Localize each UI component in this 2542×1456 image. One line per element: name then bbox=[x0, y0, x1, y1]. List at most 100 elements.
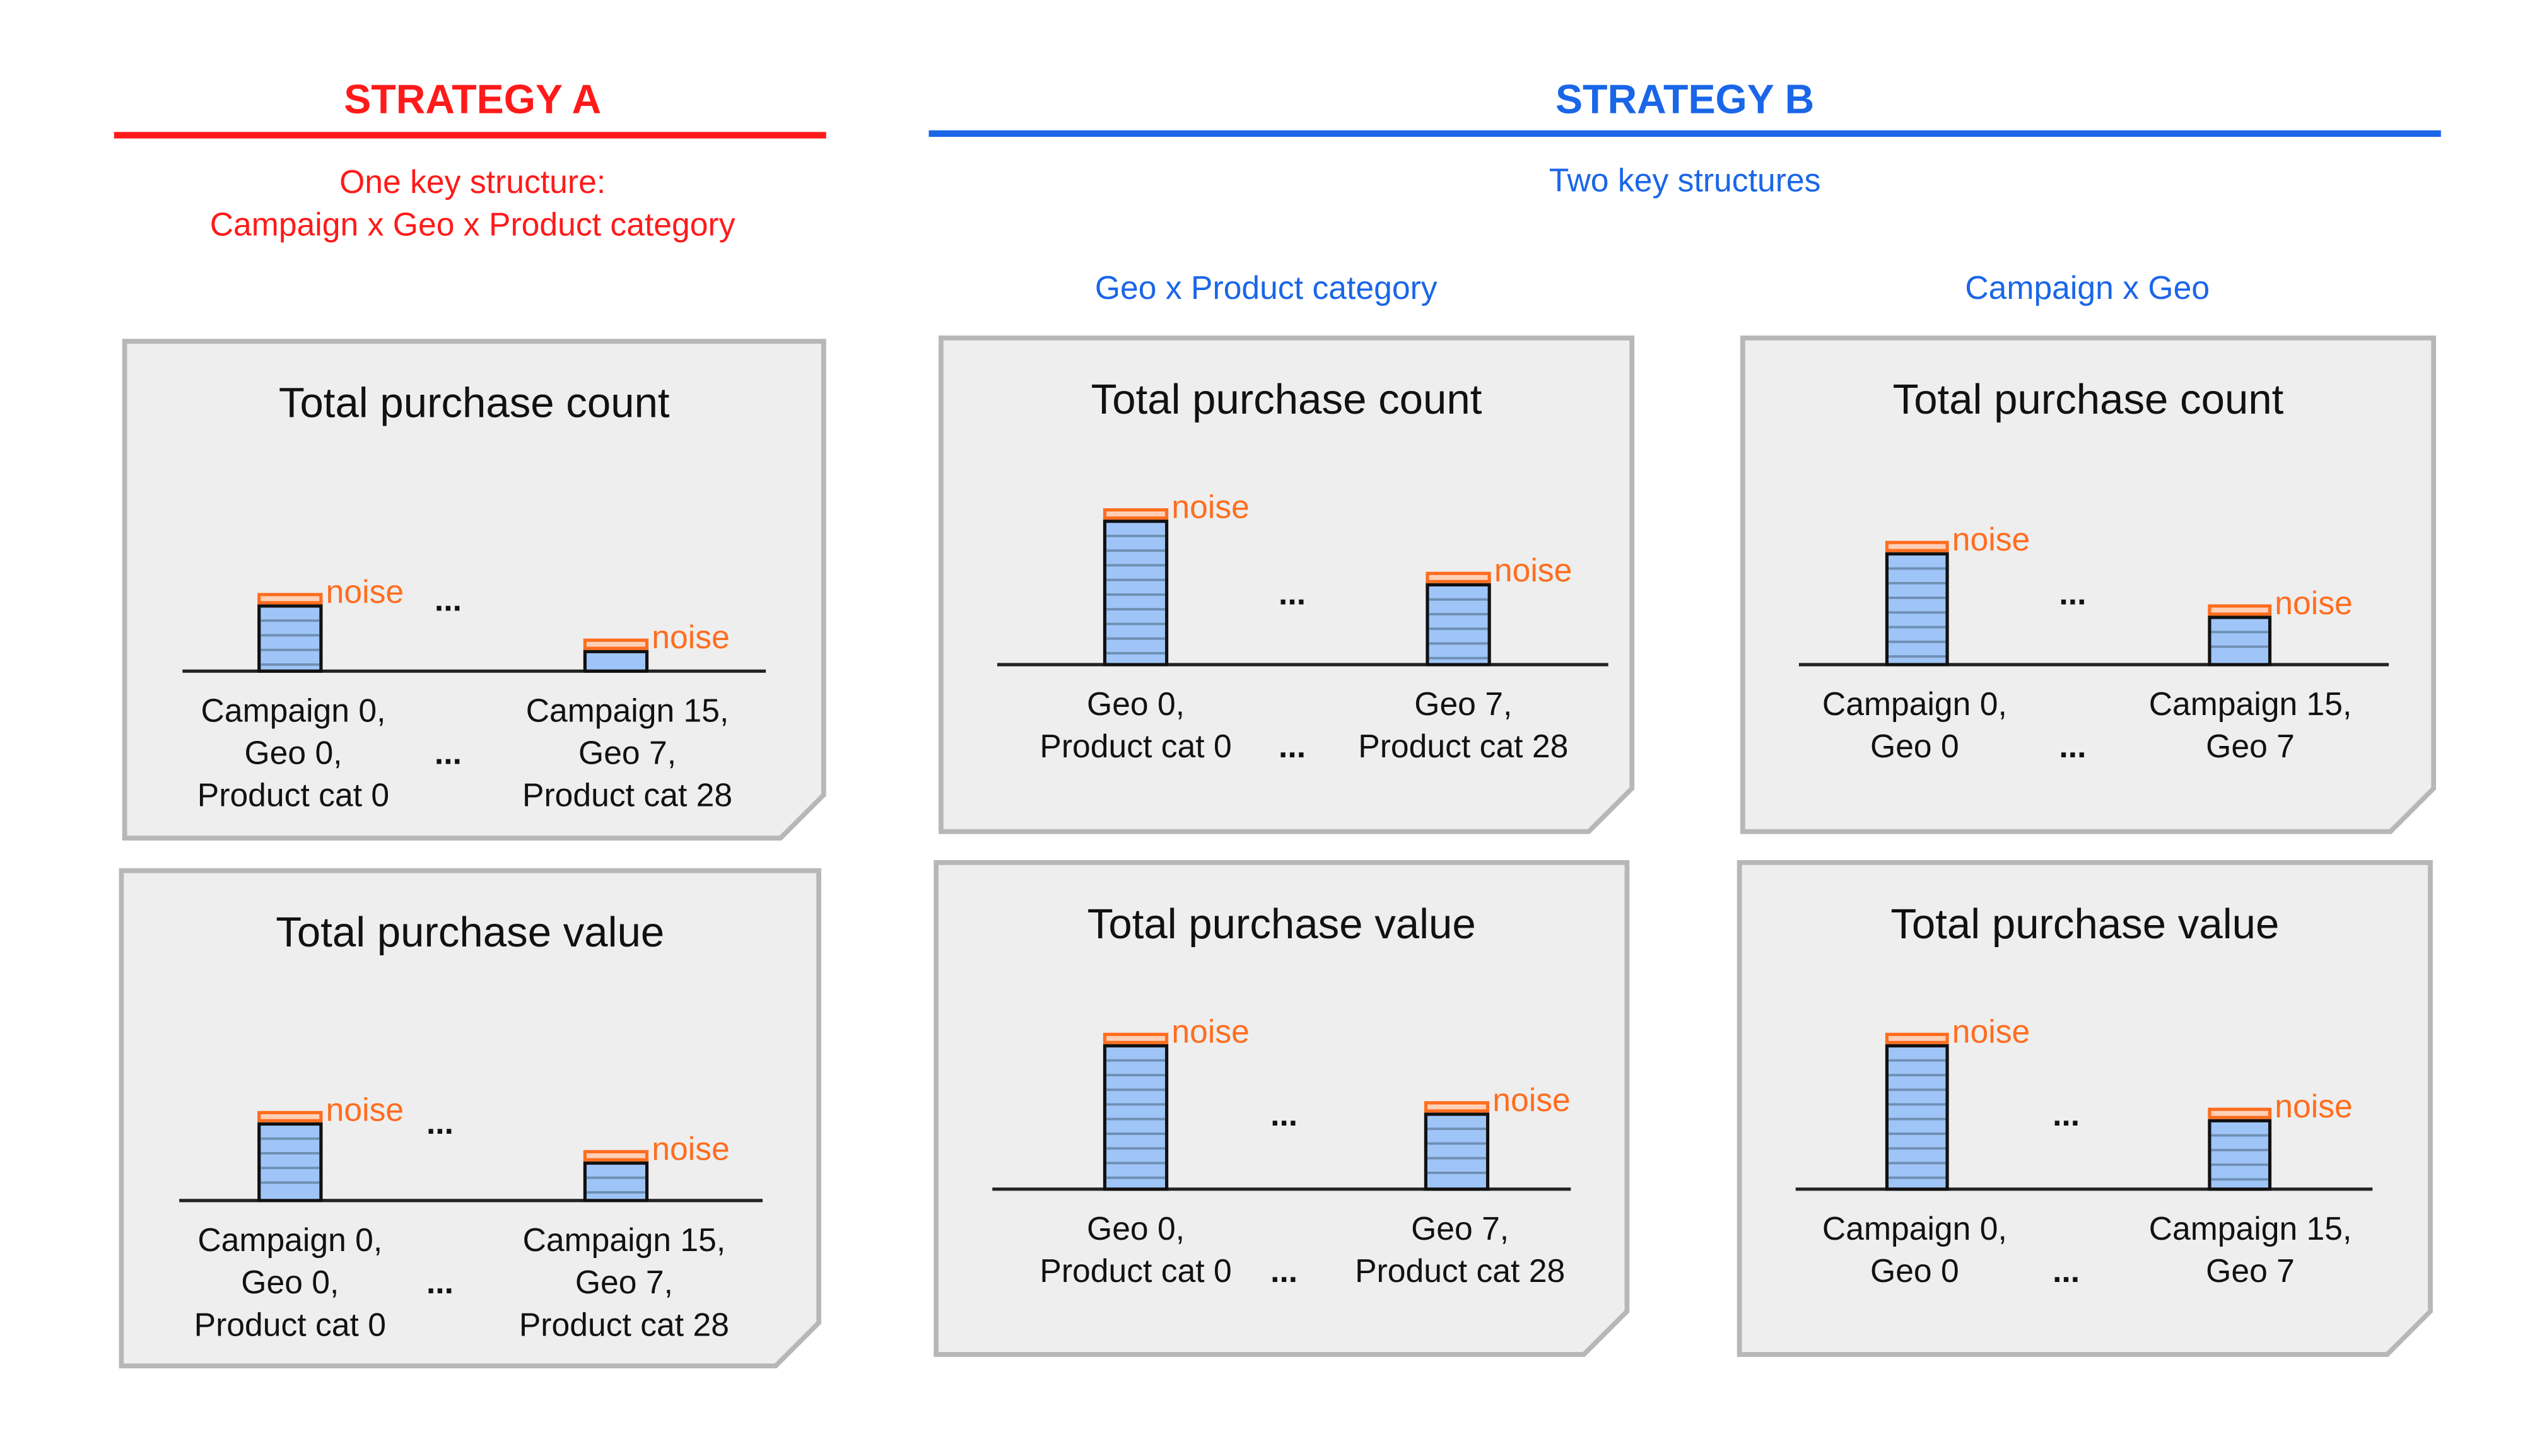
category-label: Product cat 28 bbox=[1355, 1252, 1565, 1289]
chart-card: Total purchase count noise Geo 0, Product c… bbox=[938, 335, 1639, 837]
noise-bar bbox=[1424, 1101, 1490, 1113]
noise-label: noise bbox=[1171, 1013, 1250, 1049]
noise-bar bbox=[257, 593, 323, 605]
bar bbox=[1424, 1112, 1490, 1191]
card-title: Total purchase count bbox=[1893, 376, 2284, 423]
bar bbox=[1885, 552, 1949, 667]
strategy-a-title: STRATEGY A bbox=[344, 77, 602, 124]
category-label: Product cat 0 bbox=[1040, 728, 1231, 764]
category-label: Campaign 15, bbox=[523, 1221, 726, 1258]
bar bbox=[2208, 1119, 2272, 1191]
category-label: Product cat 28 bbox=[1358, 728, 1568, 764]
card-title: Total purchase count bbox=[279, 379, 670, 426]
category-label: Geo 0, bbox=[241, 1264, 339, 1300]
card-title: Total purchase count bbox=[1091, 376, 1482, 423]
bar bbox=[1885, 1044, 1949, 1191]
card-background bbox=[1740, 335, 2437, 834]
category-label: Campaign 0, bbox=[197, 1221, 382, 1258]
chart-card: Total purchase count noise Campaign 0, Geo … bbox=[122, 339, 826, 841]
strategy-b-col1-heading: Geo x Product category bbox=[1094, 271, 1438, 307]
ellipsis-bars: ... bbox=[426, 1104, 454, 1141]
noise-label: noise bbox=[326, 573, 404, 610]
category-label: Product cat 0 bbox=[1040, 1252, 1231, 1289]
card-title: Total purchase value bbox=[1087, 900, 1476, 948]
strategy-b-rule bbox=[928, 130, 2441, 137]
bar bbox=[583, 649, 649, 673]
noise-label: noise bbox=[2275, 585, 2353, 621]
bar bbox=[257, 1122, 323, 1203]
category-label: Campaign 0, bbox=[1822, 1210, 2007, 1247]
chart-card: Total purchase value noise Campaign 0, Geo … bbox=[119, 868, 821, 1370]
ellipsis-bars: ... bbox=[1270, 1096, 1297, 1133]
card-background bbox=[934, 859, 1630, 1357]
category-label: Geo 7 bbox=[2206, 1252, 2295, 1289]
card-background bbox=[119, 868, 821, 1368]
noise-label: noise bbox=[1171, 488, 1250, 525]
ellipsis-labels: ... bbox=[1279, 728, 1306, 764]
noise-bar bbox=[1103, 1032, 1169, 1044]
bar bbox=[2208, 615, 2272, 667]
ellipsis-labels: ... bbox=[2053, 1252, 2080, 1289]
card-svg: Total purchase count noise Campaign 0, Geo … bbox=[1740, 335, 2437, 834]
noise-bar bbox=[2208, 1107, 2272, 1119]
category-label: Geo 0, bbox=[1087, 685, 1185, 722]
category-label: Product cat 0 bbox=[197, 777, 389, 813]
chart-card: Total purchase value noise Campaign 0, Geo … bbox=[1737, 859, 2438, 1362]
card-svg: Total purchase count noise Campaign 0, Geo … bbox=[122, 339, 826, 841]
noise-label: noise bbox=[326, 1091, 404, 1127]
ellipsis-labels: ... bbox=[1270, 1252, 1297, 1289]
category-label: Geo 7, bbox=[578, 735, 676, 771]
ellipsis-bars: ... bbox=[2059, 574, 2086, 611]
noise-bar bbox=[1885, 540, 1949, 552]
strategy-a-line2: Campaign x Geo x Product category bbox=[209, 207, 735, 244]
noise-bar bbox=[1426, 571, 1491, 583]
card-title: Total purchase value bbox=[1890, 900, 2279, 948]
category-label: Geo 0 bbox=[1870, 728, 1959, 764]
category-label: Geo 0, bbox=[1087, 1210, 1185, 1247]
strategy-b-col2-heading: Campaign x Geo bbox=[1965, 271, 2210, 307]
ellipsis-labels: ... bbox=[435, 735, 462, 771]
noise-label: noise bbox=[652, 619, 730, 655]
category-label: Product cat 28 bbox=[522, 777, 732, 813]
bar bbox=[1103, 1044, 1169, 1191]
noise-label: noise bbox=[1494, 552, 1573, 588]
noise-bar bbox=[1103, 508, 1169, 520]
strategy-b-title: STRATEGY B bbox=[1555, 77, 1815, 124]
chart-card: Total purchase count noise Campaign 0, Geo … bbox=[1740, 335, 2441, 837]
bar bbox=[1426, 583, 1491, 667]
category-label: Campaign 15, bbox=[2149, 1210, 2352, 1247]
category-label: Campaign 15, bbox=[526, 692, 729, 728]
card-svg: Total purchase value noise Geo 0, Product c… bbox=[934, 859, 1630, 1357]
ellipsis-bars: ... bbox=[1279, 574, 1306, 611]
noise-bar bbox=[2208, 604, 2272, 616]
strategy-b-subtitle: Two key structures bbox=[1549, 163, 1821, 200]
category-label: Campaign 0, bbox=[1822, 685, 2007, 722]
ellipsis-labels: ... bbox=[426, 1264, 454, 1300]
card-background bbox=[122, 339, 826, 841]
ellipsis-bars: ... bbox=[435, 581, 462, 618]
strategy-a-line1: One key structure: bbox=[339, 165, 606, 202]
chart-card: Total purchase value noise Geo 0, Product c… bbox=[934, 859, 1634, 1362]
card-background bbox=[938, 335, 1635, 834]
card-svg: Total purchase count noise Geo 0, Product c… bbox=[938, 335, 1635, 834]
noise-bar bbox=[583, 1150, 649, 1162]
noise-label: noise bbox=[2275, 1088, 2353, 1124]
category-label: Product cat 28 bbox=[519, 1306, 729, 1342]
bar bbox=[257, 604, 323, 673]
card-title: Total purchase value bbox=[276, 909, 664, 956]
category-label: Geo 7, bbox=[575, 1264, 673, 1300]
noise-label: noise bbox=[1492, 1081, 1571, 1118]
card-svg: Total purchase value noise Campaign 0, Geo … bbox=[1737, 859, 2433, 1357]
noise-bar bbox=[583, 638, 649, 650]
strategy-a-rule bbox=[114, 132, 826, 139]
card-svg: Total purchase value noise Campaign 0, Geo … bbox=[119, 868, 821, 1368]
noise-bar bbox=[257, 1110, 323, 1122]
category-label: Geo 7, bbox=[1414, 685, 1512, 722]
noise-bar bbox=[1885, 1032, 1949, 1044]
noise-label: noise bbox=[652, 1130, 730, 1167]
category-label: Campaign 0, bbox=[201, 692, 386, 728]
category-label: Geo 0, bbox=[244, 735, 342, 771]
noise-label: noise bbox=[1952, 1013, 2030, 1049]
category-label: Geo 7 bbox=[2206, 728, 2295, 764]
